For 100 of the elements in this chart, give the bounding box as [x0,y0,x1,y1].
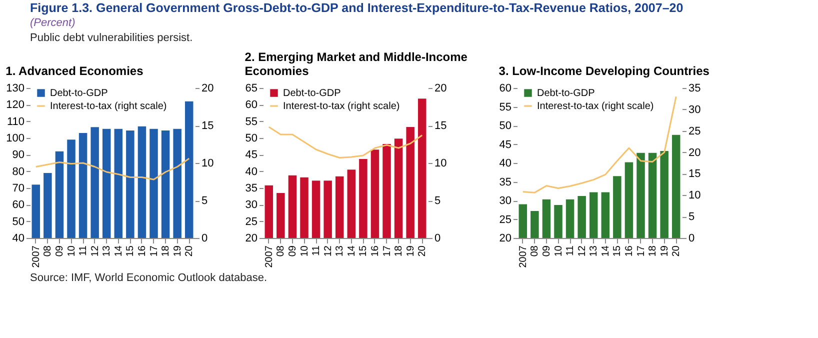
x-tick-label: 19 [405,245,416,257]
x-tick-label: 08 [42,245,54,257]
y-tick-label: 40 [245,166,258,178]
y-tick-label: 45 [245,149,258,162]
y-tick-label: 60 [12,199,24,212]
y-tick-label: 100 [6,132,24,144]
y-tick-label: 60 [499,82,512,94]
x-tick-label: 15 [358,245,370,257]
y-tick-label: 120 [6,99,24,112]
y-tick-label: 50 [12,216,24,228]
y-tick-label: 40 [12,232,24,244]
y2-tick-label: 10 [434,158,447,170]
x-tick-label: 17 [382,245,393,257]
x-tick-label: 15 [612,245,624,257]
y2-tick-label: 35 [688,82,701,94]
x-tick-label: 19 [172,245,184,257]
legend-label: Interest-to-tax (right scale) [537,101,654,112]
legend-label: Debt-to-GDP [50,88,108,99]
x-tick-label: 14 [600,245,612,257]
y-tick-label: 40 [499,158,512,170]
line-series [268,126,423,158]
y2-tick-label: 10 [688,190,701,202]
y-tick-label: 80 [12,166,24,178]
x-tick-label: 12 [576,245,588,257]
x-tick-label: 20 [184,245,196,257]
y2-tick-label: 10 [202,158,214,170]
x-tick-label: 16 [624,245,635,257]
y-tick-label: 55 [499,101,512,114]
y2-tick-label: 0 [202,232,208,244]
y-tick-label: 130 [6,82,24,94]
y-tick-label: 35 [245,182,258,194]
y-tick-label: 35 [499,176,512,188]
chart-title: 2. Emerging Market and Middle-Income Economies [244,50,468,78]
x-tick-label: 12 [90,245,101,257]
chart-title: 1. Advanced Economies [6,64,144,78]
x-tick-label: 13 [102,245,113,257]
y2-tick-label: 20 [688,146,701,159]
x-tick-label: 13 [588,245,600,257]
x-tick-label: 12 [322,245,334,257]
y-tick-label: 110 [6,116,24,128]
x-tick-label: 16 [370,245,381,257]
y2-tick-label: 25 [688,125,701,138]
x-tick-label: 14 [113,245,124,257]
caption: Figure 1.3. General Government Gross-Debt-to-GDP and Interest-Expenditure-to-Tax-Revenue Ratios, 2007–20 [30,1,684,15]
y2-tick-label: 0 [688,232,695,244]
y-tick-label: 20 [245,232,258,244]
x-tick-label: 11 [565,245,576,256]
x-tick-label: 2007 [518,245,529,268]
y-tick-label: 55 [245,116,258,128]
line-series [522,96,677,194]
y2-tick-label: 5 [688,211,695,224]
y-tick-label: 65 [245,82,258,94]
x-tick-label: 17 [636,245,647,257]
x-tick-label: 09 [541,245,552,257]
x-tick-label: 10 [299,245,310,257]
y2-tick-label: 15 [688,168,701,180]
y-tick-label: 45 [499,138,512,151]
y2-tick-label: 20 [434,82,447,94]
x-tick-label: 16 [136,245,148,257]
x-tick-label: 15 [125,245,136,257]
x-tick-label: 17 [148,245,160,257]
y-tick-label: 50 [499,120,512,132]
y-tick-label: 30 [245,199,258,212]
y2-tick-label: 0 [434,232,441,244]
y2-tick-label: 15 [434,120,447,132]
y2-tick-label: 15 [202,120,214,132]
x-tick-label: 18 [394,245,405,257]
y-tick-label: 25 [245,216,258,228]
y2-tick-label: 5 [434,195,441,207]
y2-tick-label: 30 [688,104,701,116]
x-tick-label: 20 [417,245,428,257]
x-tick-label: 18 [648,245,659,257]
legend-label: Interest-to-tax (right scale) [283,101,400,112]
x-tick-label: 09 [287,245,298,257]
text: (Percent) [30,17,76,29]
legend-label: Interest-to-tax (right scale) [50,101,167,112]
x-tick-label: 13 [334,245,346,257]
x-tick-label: 20 [671,245,682,257]
chart-title: 3. Low-Income Developing Countries [498,64,710,78]
x-tick-label: 2007 [264,245,275,268]
y-tick-label: 60 [245,99,258,112]
y2-tick-label: 20 [202,82,214,94]
x-tick-label: 10 [553,245,564,257]
y-tick-label: 20 [499,232,512,244]
x-tick-label: 19 [659,245,670,257]
legend-label: Debt-to-GDP [537,88,596,99]
x-tick-label: 08 [530,245,541,257]
y-tick-label: 30 [499,195,512,207]
legend-label: Debt-to-GDP [283,88,342,99]
y-tick-label: 25 [499,214,512,226]
source-note: Source: IMF, World Economic Outlook database. [30,272,268,284]
x-tick-label: 11 [311,245,322,256]
y-tick-label: 50 [245,132,258,144]
line-series [35,158,190,180]
x-tick-label: 18 [160,245,172,257]
y-tick-label: 90 [12,149,24,162]
x-tick-label: 2007 [30,245,42,268]
x-tick-label: 10 [66,245,78,257]
x-tick-label: 09 [54,245,66,257]
x-tick-label: 11 [78,245,90,256]
